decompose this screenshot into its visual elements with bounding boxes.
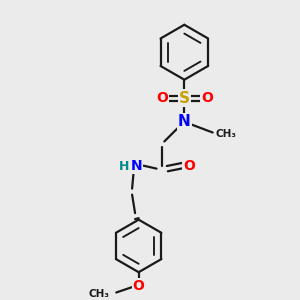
Text: H: H bbox=[119, 160, 130, 173]
Text: CH₃: CH₃ bbox=[89, 289, 110, 299]
Text: CH₃: CH₃ bbox=[216, 129, 237, 139]
Text: O: O bbox=[156, 91, 168, 105]
Text: S: S bbox=[179, 91, 190, 106]
Text: O: O bbox=[183, 159, 195, 173]
Text: O: O bbox=[133, 279, 145, 292]
Text: N: N bbox=[178, 114, 191, 129]
Text: N: N bbox=[131, 159, 143, 173]
Text: O: O bbox=[201, 91, 213, 105]
